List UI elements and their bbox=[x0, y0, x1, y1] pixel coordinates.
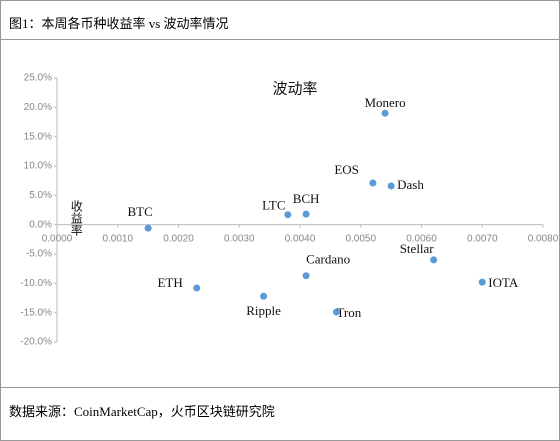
point-label: IOTA bbox=[488, 275, 519, 290]
point-label: BCH bbox=[293, 191, 320, 206]
rule bbox=[1, 387, 559, 388]
x-tick-label: 0.0040 bbox=[285, 233, 316, 244]
x-tick-label: 0.0020 bbox=[163, 233, 194, 244]
point bbox=[430, 256, 438, 264]
x-tick-label: 0.0060 bbox=[406, 233, 437, 244]
point-label: EOS bbox=[334, 162, 359, 177]
x-tick-label: 0.0080 bbox=[528, 233, 559, 244]
y-tick-label: -5.0% bbox=[26, 249, 52, 260]
point-label: ETH bbox=[157, 275, 182, 290]
y-tick-label: 5.0% bbox=[29, 190, 52, 201]
header-title: 图1：本周各币种收益率 vs 波动率情况 bbox=[9, 16, 229, 31]
point-label: Cardano bbox=[306, 252, 350, 267]
rule bbox=[1, 39, 559, 40]
point bbox=[387, 182, 395, 190]
y-tick-label: 15.0% bbox=[24, 131, 52, 142]
footer-source: 数据来源：CoinMarketCap，火币区块链研究院 bbox=[9, 404, 275, 419]
x-tick-label: 0.0010 bbox=[102, 233, 133, 244]
y-tick-label: -15.0% bbox=[20, 307, 52, 318]
point bbox=[302, 272, 310, 280]
point bbox=[260, 292, 268, 300]
y-axis-title: 收益率 bbox=[69, 200, 83, 236]
point bbox=[193, 284, 201, 292]
point-label: Dash bbox=[397, 177, 424, 192]
y-tick-label: 25.0% bbox=[24, 73, 52, 84]
point-label: Monero bbox=[364, 95, 405, 110]
point-label: LTC bbox=[262, 198, 285, 213]
x-tick-label: 0.0000 bbox=[42, 233, 73, 244]
point bbox=[381, 109, 389, 117]
point-label: Tron bbox=[336, 305, 361, 320]
point-label: Ripple bbox=[246, 303, 281, 318]
point bbox=[302, 210, 310, 218]
y-tick-label: -10.0% bbox=[20, 278, 52, 289]
point bbox=[284, 211, 292, 219]
x-tick-label: 0.0070 bbox=[467, 233, 498, 244]
y-tick-label: 20.0% bbox=[24, 102, 52, 113]
x-tick-label: 0.0050 bbox=[345, 233, 376, 244]
point-label: BTC bbox=[127, 204, 152, 219]
x-axis-title: 波动率 bbox=[272, 80, 317, 97]
y-tick-label: -20.0% bbox=[20, 337, 52, 348]
point-label: Stellar bbox=[400, 241, 435, 256]
y-tick-label: 0.0% bbox=[29, 219, 52, 230]
y-tick-label: 10.0% bbox=[24, 161, 52, 172]
point bbox=[332, 308, 340, 316]
point bbox=[478, 278, 486, 286]
x-tick-label: 0.0030 bbox=[224, 233, 255, 244]
point bbox=[369, 179, 377, 187]
point bbox=[144, 224, 152, 232]
